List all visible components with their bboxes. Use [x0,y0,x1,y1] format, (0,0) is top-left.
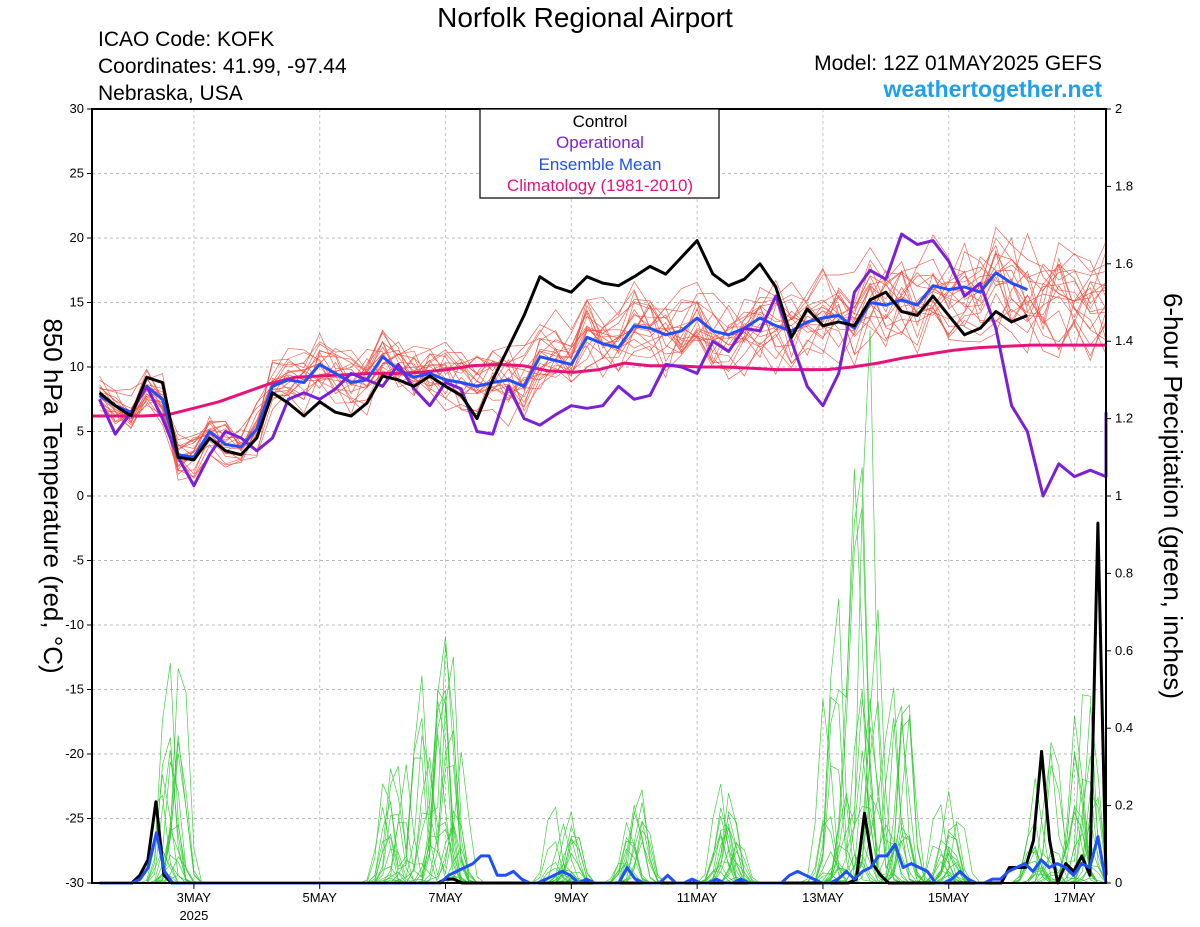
x-tick-label: 11MAY [677,890,718,905]
left-axis-label: 850 hPa Temperature (red, °C) [38,318,68,673]
left-tick-label: 5 [77,424,84,439]
right-tick-label: 0.4 [1115,720,1133,735]
left-axis: 30 25 20 15 10 5 0 -5 -10 -15 -20 -25 -30 [65,101,92,890]
legend: Control Operational Ensemble Mean Climat… [479,108,720,199]
left-tick-label: 10 [70,359,84,374]
x-tick-label: 5MAY [302,890,337,905]
right-tick-label: 1.2 [1115,411,1133,426]
left-tick-label: 15 [70,295,84,310]
x-tick-label: 13MAY [802,890,844,905]
control-temp-line [98,239,1028,462]
left-tick-label: 0 [77,488,84,503]
left-tick-label: 30 [70,101,84,116]
x-tick-label: 17MAY [1054,890,1096,905]
left-tick-label: -10 [65,617,84,632]
legend-box [479,108,720,199]
temperature-member-line [99,282,1107,472]
left-tick-label: -20 [65,746,84,761]
right-tick-label: 0.8 [1115,565,1133,580]
left-tick-label: -25 [65,811,84,826]
right-axis: 2 1.8 1.6 1.4 1.2 1 0.8 0.6 0.4 0.2 0 [1106,101,1133,890]
left-tick-label: -30 [65,875,84,890]
x-tick-label: 7MAY [428,890,463,905]
left-tick-label: -15 [65,682,84,697]
x-tick-label: 9MAY [554,890,589,905]
year-label: 2025 [179,908,208,923]
right-tick-label: 1.6 [1115,256,1133,271]
right-tick-label: 1.4 [1115,333,1133,348]
climatology-temp-line [92,343,1106,418]
operational-temp-line [98,232,1108,498]
icao-code: ICAO Code: KOFK [98,28,275,51]
model-run: Model: 12Z 01MAY2025 GEFS [814,52,1102,75]
legend-control: Control [573,112,628,131]
legend-climatology: Climatology (1981-2010) [507,176,693,195]
right-tick-label: 1.8 [1115,178,1133,193]
left-tick-label: -5 [72,553,84,568]
x-tick-label: 15MAY [928,890,970,905]
legend-ensemble-mean: Ensemble Mean [539,155,662,174]
right-tick-label: 0 [1115,875,1122,890]
left-tick-label: 25 [70,166,84,181]
legend-operational: Operational [556,133,644,152]
x-tick-label: 3MAY [177,890,212,905]
bottom-axis: 3MAY 2025 5MAY 7MAY 9MAY 11MAY 13MAY 15MAY 17MAY [177,883,1096,923]
site-brand[interactable]: weathertogether.net [883,76,1102,102]
ensemble-mean-temp-line [98,271,1028,459]
coordinates: Coordinates: 41.99, -97.44 [98,55,347,78]
right-tick-label: 1 [1115,488,1122,503]
right-axis-label: 6-hour Precipitation (green, inches) [1158,293,1188,699]
right-tick-label: 2 [1115,101,1122,116]
temperature-member-line [99,257,1107,467]
region: Nebraska, USA [98,82,243,105]
temperature-member-line [99,264,1107,452]
chart-title: Norfolk Regional Airport [437,2,733,33]
right-tick-label: 0.6 [1115,643,1133,658]
temperature-member-line [99,242,1107,458]
right-tick-label: 0.2 [1115,798,1133,813]
left-tick-label: 20 [70,230,84,245]
